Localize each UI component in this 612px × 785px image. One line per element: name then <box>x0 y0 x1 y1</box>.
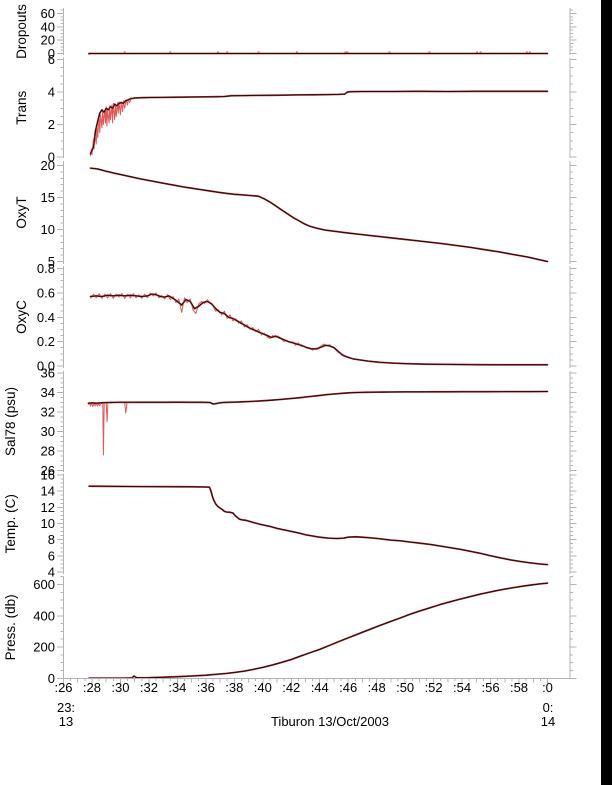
ytick-label-sal78: 30 <box>41 424 55 439</box>
xtick-label: :0 <box>542 680 553 695</box>
ytick-label-oxyt: 10 <box>41 222 55 237</box>
xtick-label: :40 <box>254 680 272 695</box>
plot-title: Tiburon 13/Oct/2003 <box>270 714 390 729</box>
panel-press: 0 200 400 600 Press. (db) <box>3 576 577 686</box>
ytick-label-temp: 6 <box>48 548 55 563</box>
ytick-label-press: 200 <box>33 640 55 655</box>
series-processed-black-oxyc <box>90 293 548 366</box>
xtick-label: :50 <box>396 680 414 695</box>
ytick-label-oxyc: 0.4 <box>37 310 55 325</box>
ytick-label-sal78: 32 <box>41 405 55 420</box>
xtick-label: :46 <box>339 680 357 695</box>
x-axis-right-day-label: 14 <box>540 714 556 729</box>
ytick-label-sal78: 34 <box>41 385 55 400</box>
screen-right-black-strip <box>601 0 612 785</box>
x-axis: :26 :28 :30 :32 :34 :36 :38 :40 :42 :44 :46 :48 :50:… <box>54 677 570 695</box>
ylabel-oxyc: OxyC <box>14 300 29 334</box>
ytick-label-press: 400 <box>33 608 55 623</box>
xtick-label: :42 <box>282 680 300 695</box>
ytick-label-oxyc: 0.8 <box>37 261 55 276</box>
xtick-label: :56 <box>482 680 500 695</box>
ytick-label-dropouts: 40 <box>41 19 55 34</box>
ytick-label-press: 0 <box>48 671 55 686</box>
series-processed-black-press <box>88 582 548 679</box>
ytick-label-oxyt: 15 <box>41 190 55 205</box>
ytick-label-trans: 2 <box>48 117 55 132</box>
xtick-label: :52 <box>425 680 443 695</box>
ylabel-oxyt: OxyT <box>14 196 29 228</box>
ylabel-sal78: Sal78 (psu) <box>3 387 18 456</box>
series-raw-red-trans <box>89 90 549 155</box>
ylabel-temp: Temp. (C) <box>3 494 18 553</box>
xtick-label: :36 <box>197 680 215 695</box>
panel-oxyt: 5 10 15 20 OxyT <box>14 158 577 269</box>
series-raw-noise-oxyc <box>90 292 394 364</box>
x-axis-left-day-label: 13 <box>58 714 74 729</box>
xtick-label: :38 <box>225 680 243 695</box>
ytick-label-trans: 6 <box>48 52 55 67</box>
series-raw-red-oxyc <box>89 293 549 366</box>
ytick-label-trans: 0 <box>48 150 55 165</box>
series-raw-noise-trans <box>90 97 134 157</box>
ytick-label-temp: 4 <box>48 565 55 580</box>
x-axis-right-hour-label: 0: <box>542 700 554 715</box>
ytick-label-temp: 8 <box>48 532 55 547</box>
panel-oxyc: 0.0 0.2 0.4 0.6 0.8 OxyC <box>14 261 577 374</box>
xtick-label: :48 <box>368 680 386 695</box>
ytick-label-oxyt: 20 <box>41 158 55 173</box>
ytick-label-oxyc: 0.0 <box>37 359 55 374</box>
ylabel-press: Press. (db) <box>3 594 18 660</box>
series-raw-red-press <box>88 582 549 679</box>
xtick-label: :30 <box>111 680 129 695</box>
ylabel-dropouts: Dropouts <box>14 4 29 59</box>
series-processed-black-trans <box>90 90 548 155</box>
xtick-label: :54 <box>453 680 471 695</box>
ytick-label-dropouts: 60 <box>41 6 55 21</box>
ytick-label-press: 600 <box>33 577 55 592</box>
series-raw-noise-sal78 <box>87 401 135 456</box>
ytick-label-temp: 10 <box>41 516 55 531</box>
xtick-label: :28 <box>83 680 101 695</box>
x-axis-left-hour-label: 23: <box>56 700 76 715</box>
ytick-label-oxyt: 5 <box>48 254 55 269</box>
xtick-label: :44 <box>311 680 329 695</box>
panel-sal78: 26 28 30 32 34 36 Sal78 (psu) <box>3 366 577 478</box>
ytick-label-sal78: 26 <box>41 463 55 478</box>
ytick-label-oxyc: 0.2 <box>37 334 55 349</box>
ytick-label-sal78: 28 <box>41 444 55 459</box>
panel-trans: 0 2 4 6 Trans <box>14 52 577 165</box>
ytick-label-sal78: 36 <box>41 366 55 381</box>
xtick-label: :58 <box>510 680 528 695</box>
xtick-label: :26 <box>54 680 72 695</box>
ytick-label-temp: 14 <box>41 484 55 499</box>
xtick-label: :32 <box>140 680 158 695</box>
series-processed-black-oxyt <box>90 167 548 262</box>
ylabel-trans: Trans <box>14 91 29 125</box>
series-processed-black-temp <box>88 485 548 566</box>
ytick-label-dropouts: 0 <box>48 46 55 61</box>
ytick-label-temp: 16 <box>41 468 55 483</box>
series-processed-black-sal78 <box>87 391 548 405</box>
ytick-label-oxyc: 0.6 <box>37 285 55 300</box>
xtick-label: :34 <box>168 680 186 695</box>
ytick-label-trans: 4 <box>48 85 55 100</box>
ytick-label-temp: 12 <box>41 500 55 515</box>
ytick-label-dropouts: 20 <box>41 33 55 48</box>
